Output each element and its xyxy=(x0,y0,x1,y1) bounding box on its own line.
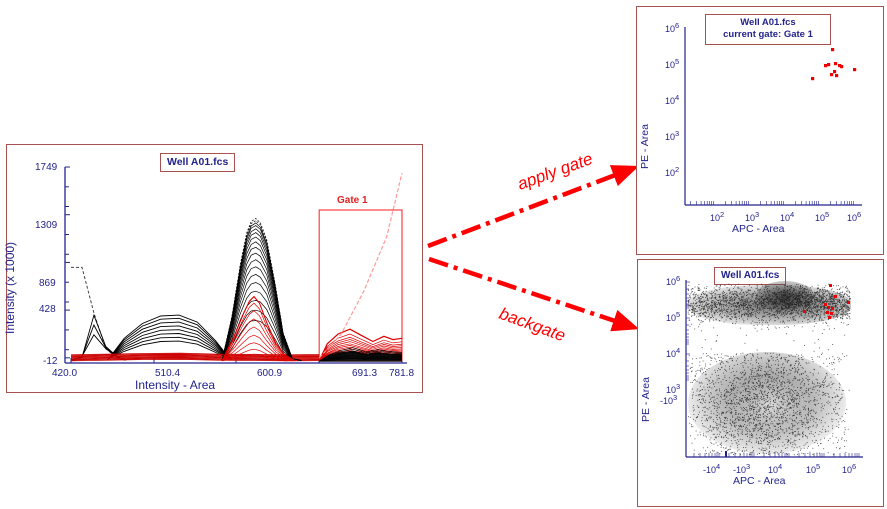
svg-text:backgate: backgate xyxy=(497,304,568,345)
svg-text:apply gate: apply gate xyxy=(515,149,595,194)
